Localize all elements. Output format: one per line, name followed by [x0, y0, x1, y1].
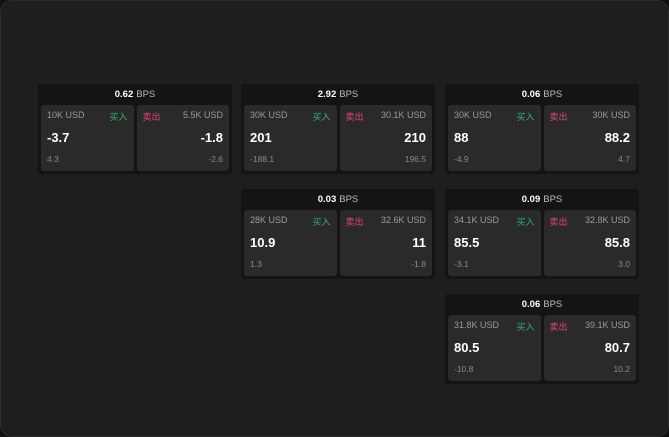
buy-change: -188.1 — [250, 154, 275, 164]
sell-label: 卖出 — [345, 112, 364, 122]
sell-change: 196.5 — [404, 154, 426, 164]
sell-price: 85.8 — [604, 235, 630, 250]
sell-card[interactable]: 卖出 32.8K USD 85.8 3.0 — [543, 210, 636, 276]
sell-size: 30K USD — [592, 110, 630, 120]
buy-change: 1.3 — [250, 259, 262, 269]
quote-panel: 0.03 BPS 28K USD 买入 10.9 1.3 卖出 32.6K USD 1… — [241, 189, 435, 279]
sell-card[interactable]: 卖出 30K USD 88.2 4.7 — [543, 105, 636, 171]
buy-label: 买入 — [516, 217, 535, 227]
quote-panel: 0.62 BPS 10K USD 买入 -3.7 4.3 卖出 5.5K USD -1… — [38, 84, 232, 174]
sell-label: 卖出 — [549, 112, 568, 122]
buy-size: 10K USD — [47, 110, 85, 120]
sell-label: 卖出 — [549, 322, 568, 332]
buy-price: 201 — [250, 130, 272, 145]
sell-price: 11 — [412, 235, 426, 250]
buy-label: 买入 — [312, 217, 331, 227]
buy-price: 85.5 — [454, 235, 480, 250]
buy-size: 34.1K USD — [454, 215, 500, 225]
sell-card[interactable]: 卖出 5.5K USD -1.8 -2.6 — [136, 105, 229, 171]
buy-size: 30K USD — [454, 110, 492, 120]
spread-value: 0.09 — [521, 194, 541, 205]
quote-panel: 0.06 BPS 31.8K USD 买入 80.5 -10.8 卖出 39.1K U… — [445, 294, 639, 384]
sell-card[interactable]: 卖出 39.1K USD 80.7 10.2 — [543, 315, 636, 381]
sell-price: 210 — [404, 130, 426, 145]
spread-unit: BPS — [543, 89, 563, 100]
buy-change: -3.1 — [454, 259, 469, 269]
sell-size: 32.8K USD — [584, 215, 630, 225]
buy-label: 买入 — [516, 112, 535, 122]
buy-change: -4.9 — [454, 154, 469, 164]
spread-value: 0.62 — [114, 89, 134, 100]
sell-change: -2.6 — [208, 154, 223, 164]
sell-change: -1.8 — [411, 259, 426, 269]
buy-card[interactable]: 31.8K USD 买入 80.5 -10.8 — [448, 315, 541, 381]
sell-label: 卖出 — [549, 217, 568, 227]
spread-unit: BPS — [136, 89, 156, 100]
spread-header: 0.06 BPS — [445, 294, 639, 315]
spread-value: 0.03 — [317, 194, 337, 205]
sell-size: 5.5K USD — [182, 110, 223, 120]
sell-label: 卖出 — [142, 112, 161, 122]
sell-label: 卖出 — [345, 217, 364, 227]
buy-price: 88 — [454, 130, 469, 145]
spread-header: 0.06 BPS — [445, 84, 639, 105]
buy-size: 31.8K USD — [454, 320, 500, 330]
sell-price: -1.8 — [200, 130, 223, 145]
buy-label: 买入 — [312, 112, 331, 122]
quote-panel: 0.06 BPS 30K USD 买入 88 -4.9 卖出 30K USD 88.2… — [445, 84, 639, 174]
sell-size: 39.1K USD — [584, 320, 630, 330]
spread-value: 0.06 — [521, 299, 541, 310]
quote-panel: 2.92 BPS 30K USD 买入 201 -188.1 卖出 30.1K USD… — [241, 84, 435, 174]
spread-header: 0.09 BPS — [445, 189, 639, 210]
buy-card[interactable]: 28K USD 买入 10.9 1.3 — [244, 210, 337, 276]
spread-value: 0.06 — [521, 89, 541, 100]
buy-card[interactable]: 30K USD 买入 88 -4.9 — [448, 105, 541, 171]
buy-price: -3.7 — [47, 130, 70, 145]
buy-change: -10.8 — [454, 364, 474, 374]
spread-unit: BPS — [543, 194, 563, 205]
buy-size: 30K USD — [250, 110, 288, 120]
spread-unit: BPS — [339, 89, 359, 100]
buy-label: 买入 — [109, 112, 128, 122]
buy-card[interactable]: 10K USD 买入 -3.7 4.3 — [41, 105, 134, 171]
buy-label: 买入 — [516, 322, 535, 332]
sell-card[interactable]: 卖出 30.1K USD 210 196.5 — [339, 105, 432, 171]
sell-size: 30.1K USD — [380, 110, 426, 120]
sell-change: 3.0 — [618, 259, 630, 269]
spread-unit: BPS — [543, 299, 563, 310]
spread-value: 2.92 — [317, 89, 337, 100]
sell-price: 80.7 — [604, 340, 630, 355]
buy-price: 10.9 — [250, 235, 276, 250]
buy-card[interactable]: 34.1K USD 买入 85.5 -3.1 — [448, 210, 541, 276]
spread-header: 0.62 BPS — [38, 84, 232, 105]
sell-price: 88.2 — [604, 130, 630, 145]
sell-card[interactable]: 卖出 32.6K USD 11 -1.8 — [339, 210, 432, 276]
spread-header: 2.92 BPS — [241, 84, 435, 105]
spread-unit: BPS — [339, 194, 359, 205]
buy-card[interactable]: 30K USD 买入 201 -188.1 — [244, 105, 337, 171]
quote-panel: 0.09 BPS 34.1K USD 买入 85.5 -3.1 卖出 32.8K US… — [445, 189, 639, 279]
sell-size: 32.6K USD — [380, 215, 426, 225]
sell-change: 10.2 — [613, 364, 630, 374]
sell-change: 4.7 — [618, 154, 630, 164]
spread-header: 0.03 BPS — [241, 189, 435, 210]
buy-change: 4.3 — [47, 154, 59, 164]
buy-price: 80.5 — [454, 340, 480, 355]
buy-size: 28K USD — [250, 215, 288, 225]
